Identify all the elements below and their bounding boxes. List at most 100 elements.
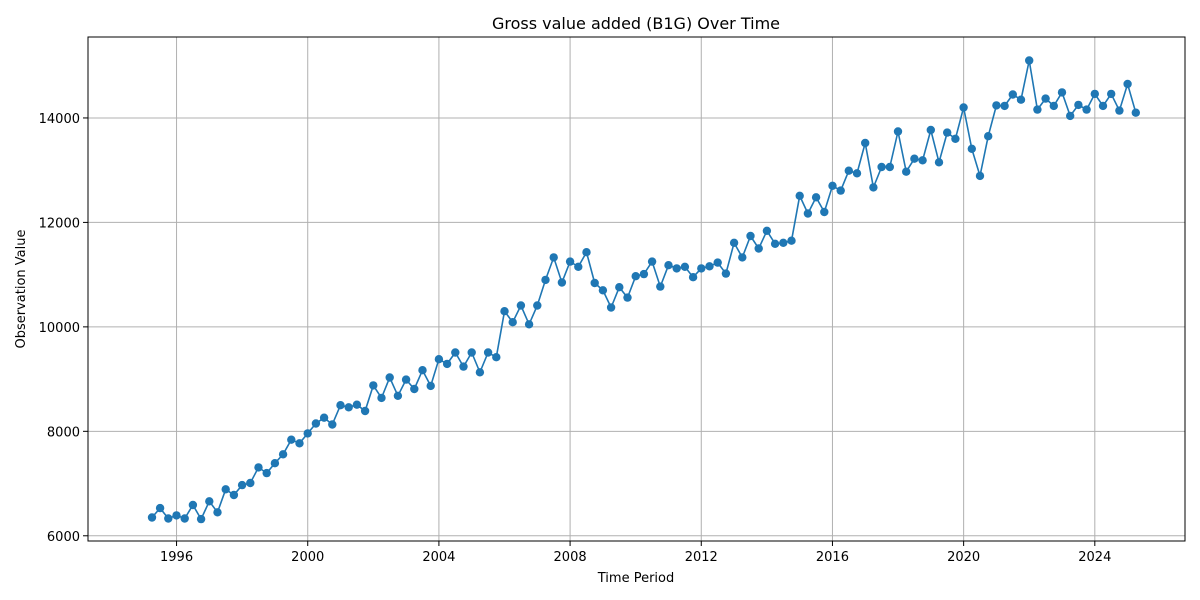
data-point — [762, 226, 772, 235]
data-point — [959, 103, 968, 112]
data-point — [295, 439, 304, 448]
data-point — [221, 485, 230, 494]
data-point — [451, 348, 460, 357]
data-point — [155, 503, 165, 513]
data-point — [344, 403, 353, 412]
data-point — [984, 132, 993, 141]
data-point — [1082, 105, 1091, 114]
data-point — [836, 186, 845, 195]
data-point — [902, 167, 911, 176]
data-point — [541, 275, 550, 285]
data-point — [262, 468, 271, 478]
data-point — [270, 459, 280, 468]
data-point — [393, 391, 403, 400]
data-point — [664, 261, 673, 270]
data-point — [738, 253, 747, 262]
data-point — [401, 375, 411, 384]
data-point — [893, 127, 903, 136]
data-point — [967, 144, 976, 153]
data-point — [549, 253, 558, 262]
data-point — [475, 368, 485, 377]
data-point — [426, 381, 435, 391]
data-point — [639, 269, 649, 279]
data-point — [803, 209, 813, 218]
data-point — [319, 413, 329, 422]
data-point — [1090, 89, 1100, 99]
data-point — [287, 435, 296, 444]
y-tick-label: 6000 — [47, 530, 80, 545]
data-point — [467, 348, 476, 357]
data-point — [533, 301, 542, 310]
data-point — [1025, 56, 1034, 65]
data-point — [820, 207, 829, 217]
data-point — [516, 301, 526, 310]
data-point — [1016, 95, 1026, 104]
data-point — [795, 191, 804, 200]
data-point — [787, 236, 796, 245]
data-point — [1123, 79, 1132, 89]
data-point — [975, 171, 985, 181]
data-point — [442, 359, 452, 369]
data-point — [672, 264, 681, 273]
data-point — [680, 262, 690, 271]
plot-area-frame — [87, 36, 1186, 542]
data-point — [508, 318, 517, 327]
data-point — [1008, 90, 1017, 99]
data-point — [934, 158, 944, 167]
x-tick-label: 1996 — [160, 550, 193, 565]
data-point — [237, 480, 247, 490]
data-point — [328, 420, 337, 429]
x-tick-label: 2000 — [291, 550, 324, 565]
data-point — [303, 429, 312, 438]
data-point — [229, 490, 239, 500]
data-point — [172, 511, 181, 520]
data-point — [770, 239, 780, 248]
data-point — [582, 248, 591, 257]
data-point — [147, 513, 157, 522]
data-point — [205, 497, 214, 506]
data-point — [483, 348, 493, 357]
data-point — [656, 282, 665, 291]
data-point — [910, 154, 919, 163]
y-tick-label: 8000 — [47, 425, 80, 440]
data-point — [1098, 101, 1108, 111]
data-point — [688, 273, 698, 282]
data-point — [713, 258, 722, 267]
y-tick-label: 10000 — [39, 321, 80, 336]
data-point — [729, 238, 739, 247]
data-point — [885, 162, 894, 172]
x-tick-label: 2020 — [947, 550, 980, 565]
data-point — [180, 514, 189, 523]
x-tick-label: 2024 — [1078, 550, 1111, 565]
data-point — [557, 278, 567, 287]
data-point — [1131, 108, 1141, 117]
data-point — [565, 257, 575, 266]
y-tick-label: 12000 — [39, 216, 80, 231]
series-markers — [147, 56, 1141, 524]
data-point — [918, 156, 927, 165]
data-point — [1107, 89, 1116, 99]
data-point — [164, 514, 173, 523]
data-point — [1066, 111, 1075, 121]
data-point — [606, 303, 616, 312]
data-point — [311, 419, 321, 428]
x-tick-label: 2012 — [685, 550, 718, 565]
data-point — [524, 320, 534, 329]
data-point — [1033, 105, 1042, 114]
data-point — [705, 262, 714, 271]
data-point — [196, 514, 206, 524]
data-point — [828, 181, 837, 190]
y-axis-label: Observation Value — [14, 230, 29, 349]
data-point — [459, 362, 468, 371]
data-point — [844, 166, 853, 175]
data-point — [1041, 94, 1050, 103]
data-point — [246, 478, 255, 488]
data-point — [385, 373, 394, 382]
data-point — [992, 101, 1001, 110]
data-point — [500, 307, 509, 316]
data-point — [926, 125, 935, 135]
data-point — [754, 244, 763, 253]
x-axis-label: Time Period — [597, 571, 674, 586]
data-point — [377, 393, 386, 403]
